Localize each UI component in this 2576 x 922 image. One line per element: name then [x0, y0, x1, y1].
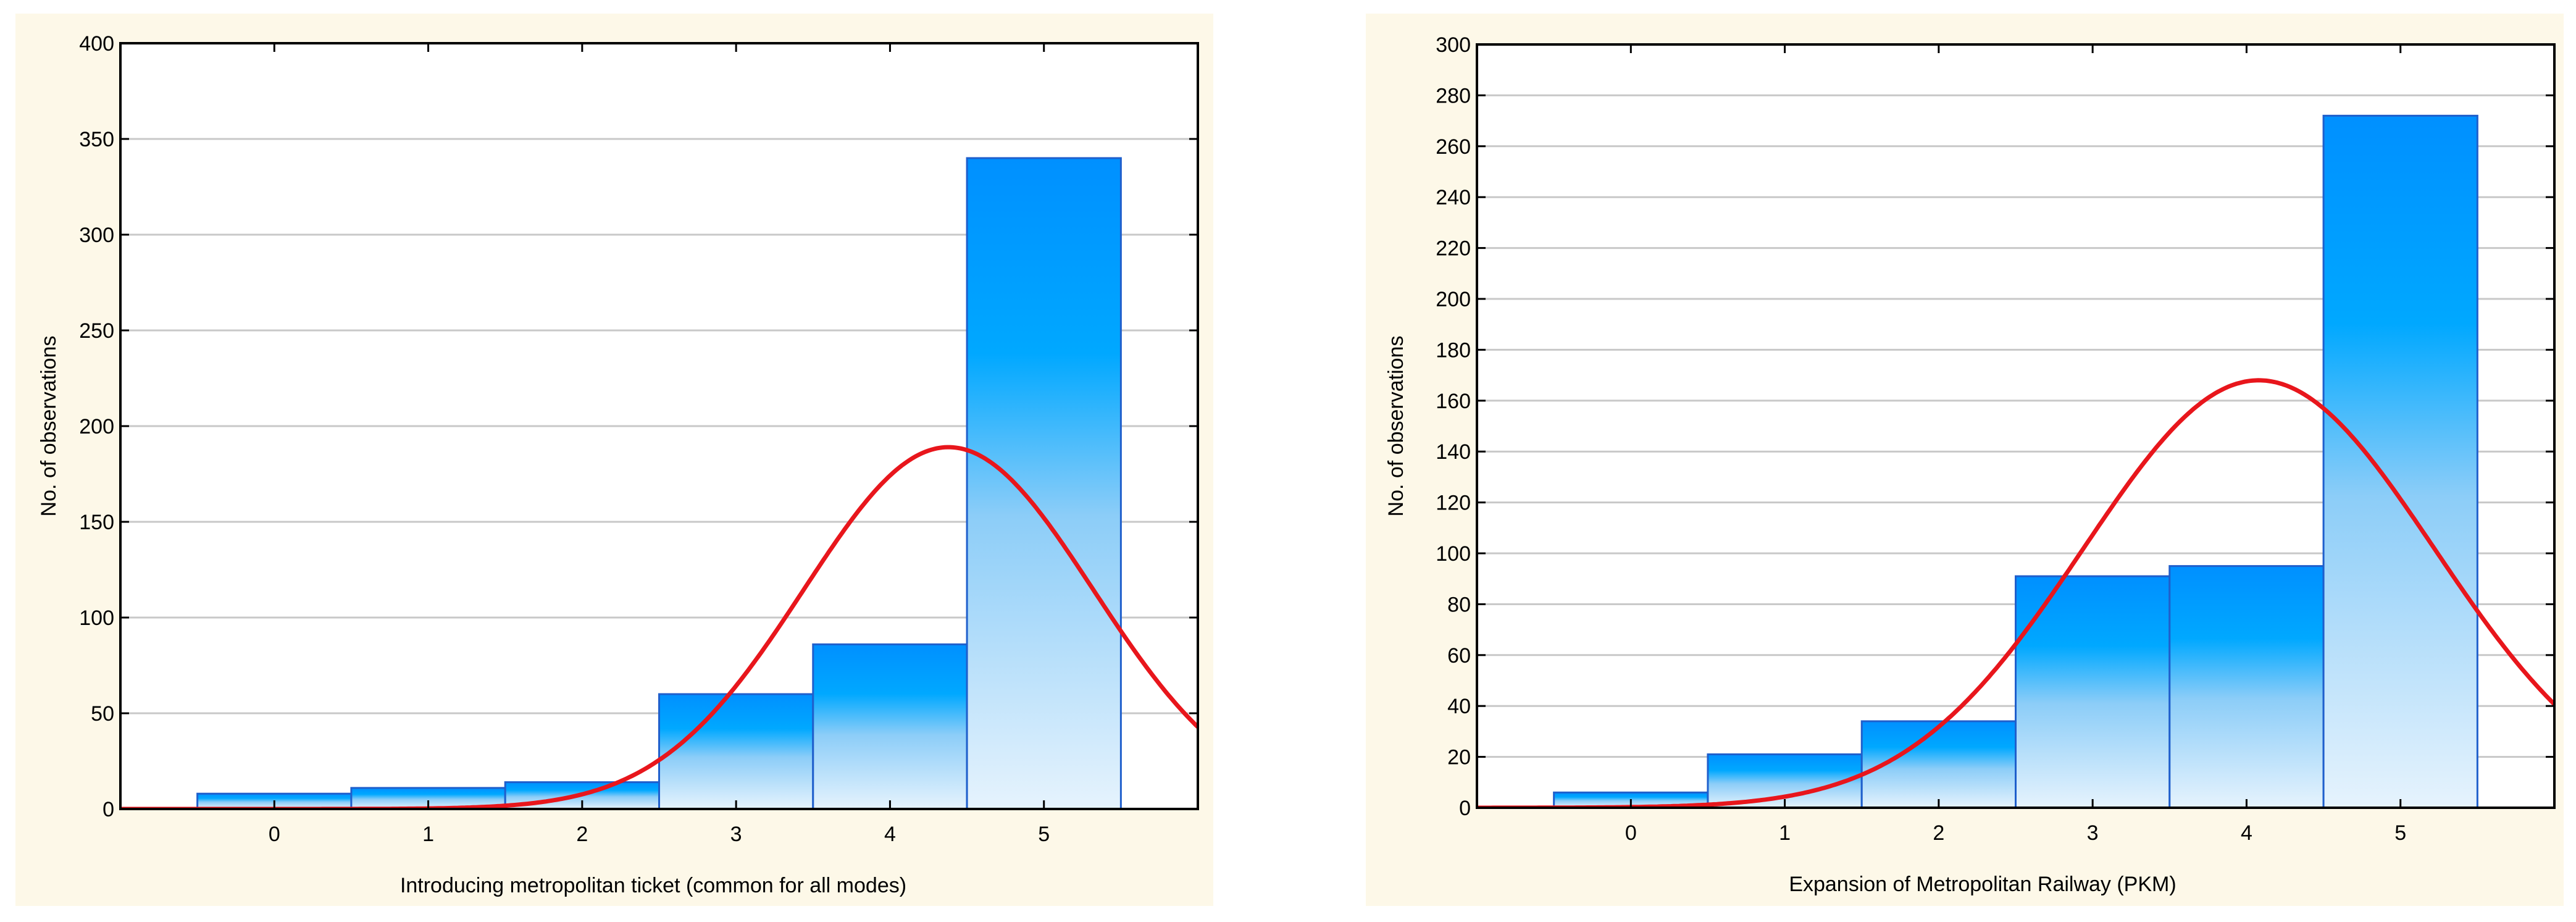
chart-right-y-tick-label: 140	[1436, 440, 1471, 464]
chart-left-x-tick-label: 3	[730, 823, 742, 846]
chart-left-x-tick-label: 4	[884, 823, 896, 846]
chart-left-y-tick-label: 300	[79, 224, 114, 247]
chart-right-x-tick-label: 4	[2241, 821, 2252, 845]
chart-right-x-tick-label: 3	[2087, 821, 2099, 845]
chart-left-y-tick-label: 0	[102, 798, 114, 821]
chart-right-y-tick-label: 40	[1447, 695, 1471, 718]
chart-right-tick-marks	[1477, 43, 2554, 809]
chart-left: 0 50 100 150 200 250 300 350 400 0 1 2 3 4 5 Introduc…	[15, 14, 1213, 906]
chart-left-bar-5	[966, 157, 1122, 810]
chart-right-x-tick-label: 2	[1933, 821, 1944, 845]
chart-right-x-tick-label: 0	[1625, 821, 1637, 845]
chart-right-x-tick-label: 1	[1779, 821, 1791, 845]
chart-right-y-tick-label: 260	[1436, 135, 1471, 159]
chart-left-x-tick-label: 1	[422, 823, 434, 846]
chart-right-y-axis-title: No. of observations	[1384, 336, 1408, 517]
chart-left-y-tick-labels: 0 50 100 150 200 250 300 350 400	[79, 32, 114, 821]
chart-left-x-tick-label: 2	[576, 823, 588, 846]
chart-right-y-tick-label: 200	[1436, 288, 1471, 311]
chart-right-bar-2	[1860, 720, 2017, 809]
chart-right-y-tick-label: 120	[1436, 492, 1471, 515]
chart-left-y-tick-label: 150	[79, 511, 114, 534]
chart-left-normal-curve	[120, 445, 1198, 809]
chart-left-y-tick-label: 400	[79, 32, 114, 56]
chart-left-y-tick-label: 250	[79, 319, 114, 343]
chart-right-y-tick-label: 20	[1447, 746, 1471, 769]
chart-right-y-tick-label: 240	[1436, 186, 1471, 209]
chart-left-bar-4	[812, 643, 968, 810]
chart-right-y-tick-label: 0	[1459, 797, 1471, 820]
chart-right-y-tick-label: 180	[1436, 338, 1471, 362]
chart-right-bar-5	[2322, 114, 2478, 809]
chart-left-x-tick-label: 0	[269, 823, 280, 846]
chart-left-curve-layer	[120, 445, 1198, 809]
chart-left-tick-marks	[120, 42, 1198, 810]
chart-right-bar-1	[1707, 753, 1863, 809]
chart-right-y-tick-label: 220	[1436, 237, 1471, 261]
chart-right-y-tick-label: 160	[1436, 390, 1471, 413]
chart-right-y-tick-label: 300	[1436, 33, 1471, 57]
chart-right-bar-4	[2168, 565, 2325, 809]
chart-left-y-tick-label: 100	[79, 606, 114, 630]
chart-left-y-tick-label: 200	[79, 415, 114, 438]
chart-right-y-tick-labels: 0 20 40 60 80 100 120 140 160 180 200 220 240 260 280 3…	[1436, 33, 1471, 820]
chart-left-y-axis-title: No. of observations	[37, 336, 61, 517]
chart-right-x-axis-title: Expansion of Metropolitan Railway (PKM)	[1789, 873, 2176, 896]
chart-left-y-tick-label: 50	[91, 702, 114, 726]
chart-right: 0204060801001201401601802002202402602803…	[1366, 14, 2564, 906]
chart-left-y-tick-label: 350	[79, 128, 114, 151]
chart-right-bar-3	[2015, 575, 2171, 809]
chart-right-plot-frame	[1476, 43, 2556, 809]
chart-right-y-tick-label: 280	[1436, 84, 1471, 107]
chart-left-x-tick-label: 5	[1038, 823, 1050, 846]
chart-right-y-tick-label: 100	[1436, 542, 1471, 566]
chart-right-x-tick-labels: 0 1 2 3 4 5	[1625, 821, 2406, 845]
chart-right-y-tick-label: 60	[1447, 644, 1471, 668]
chart-left-x-axis-title: Introducing metropolitan ticket (common …	[400, 874, 906, 897]
chart-right-x-tick-label: 5	[2394, 821, 2406, 845]
chart-right-bars	[1553, 114, 2478, 809]
chart-right-y-tick-label: 80	[1447, 593, 1471, 616]
chart-left-x-tick-labels: 0 1 2 3 4 5	[269, 823, 1050, 846]
chart-left-bar-3	[658, 693, 814, 810]
